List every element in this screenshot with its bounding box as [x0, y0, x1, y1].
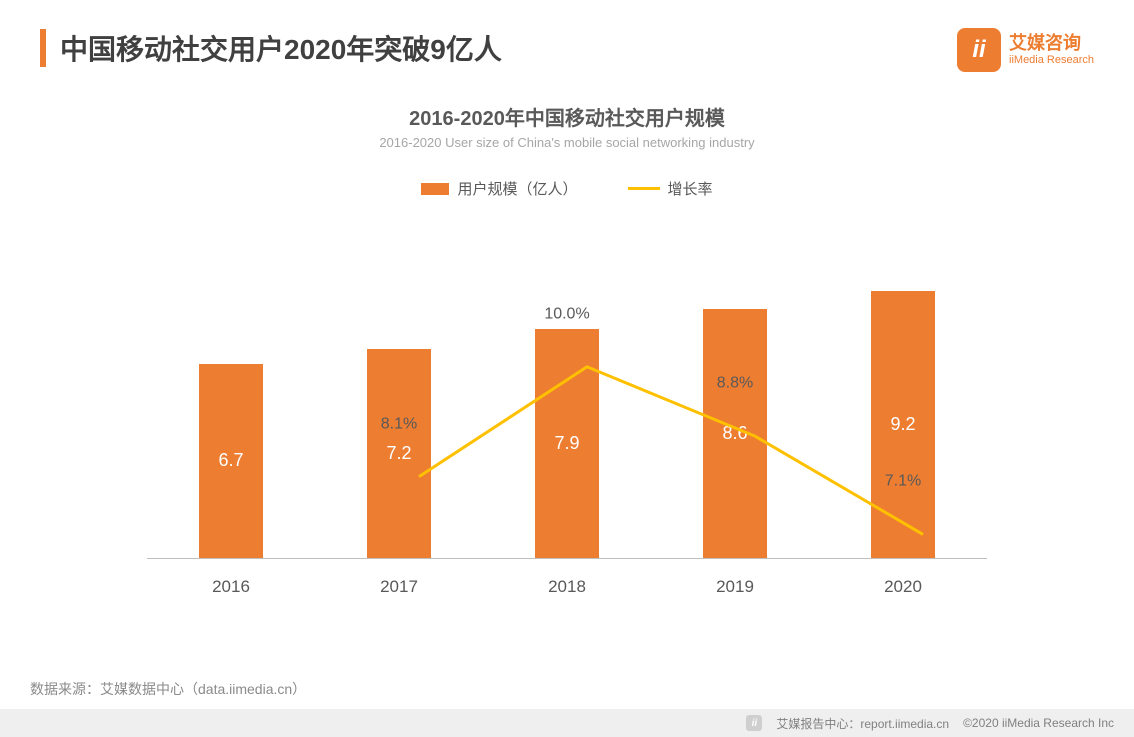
footer: 数据来源：艾媒数据中心（data.iimedia.cn） ii 艾媒报告中心：r… [0, 679, 1134, 737]
growth-label: 8.1% [381, 415, 417, 433]
bar-slot: 7.9 [532, 329, 602, 558]
chart-title-cn: 2016-2020年中国移动社交用户规模 [0, 102, 1134, 131]
x-label: 2019 [700, 577, 770, 597]
chart-title-en: 2016-2020 User size of China's mobile so… [0, 135, 1134, 150]
logo-name-cn: 艾媒咨询 [1009, 34, 1094, 54]
header: 中国移动社交用户2020年突破9亿人 ii 艾媒咨询 iiMedia Resea… [0, 0, 1134, 72]
growth-label: 8.8% [717, 375, 753, 393]
bar: 7.9 [535, 329, 599, 558]
footer-bar: ii 艾媒报告中心：report.iimedia.cn ©2020 iiMedi… [0, 709, 1134, 737]
x-axis-labels: 2016 2017 2018 2019 2020 [147, 577, 987, 597]
x-label: 2018 [532, 577, 602, 597]
legend-bar-label: 用户规模（亿人） [457, 178, 577, 199]
x-label: 2017 [364, 577, 434, 597]
bar: 8.6 [703, 309, 767, 558]
logo-text: 艾媒咨询 iiMedia Research [1009, 34, 1094, 66]
footer-copyright: ©2020 iiMedia Research Inc [963, 716, 1114, 730]
legend-bar: 用户规模（亿人） [421, 178, 577, 199]
legend: 用户规模（亿人） 增长率 [0, 178, 1134, 199]
logo-icon: ii [957, 28, 1001, 72]
chart-area: 6.77.27.98.69.2 8.1%10.0%8.8%7.1% 201620… [127, 229, 1007, 609]
growth-label: 7.1% [885, 473, 921, 491]
bar-slot: 9.2 [868, 291, 938, 558]
bar: 6.7 [199, 364, 263, 558]
brand-logo: ii 艾媒咨询 iiMedia Research [957, 28, 1094, 72]
line-swatch-icon [628, 187, 660, 190]
footer-logo-icon: ii [746, 715, 762, 731]
growth-label: 10.0% [544, 305, 589, 323]
logo-name-en: iiMedia Research [1009, 54, 1094, 66]
x-label: 2020 [868, 577, 938, 597]
bar-slot: 6.7 [196, 364, 266, 558]
chart-titles: 2016-2020年中国移动社交用户规模 2016-2020 User size… [0, 102, 1134, 150]
x-label: 2016 [196, 577, 266, 597]
legend-line-label: 增长率 [668, 178, 713, 199]
legend-line: 增长率 [628, 178, 713, 199]
footer-report-center: 艾媒报告中心：report.iimedia.cn [776, 715, 949, 732]
title-wrap: 中国移动社交用户2020年突破9亿人 [40, 28, 502, 68]
bar: 9.2 [871, 291, 935, 558]
bar-swatch-icon [421, 183, 449, 195]
data-source: 数据来源：艾媒数据中心（data.iimedia.cn） [0, 679, 1134, 709]
bar: 7.2 [367, 349, 431, 558]
plot: 6.7 7.2 7.9 8.6 9.2 8.1% 10.0% 8.8% 7.1% [147, 269, 987, 559]
bar-slot: 7.2 [364, 349, 434, 558]
accent-bar [40, 29, 46, 67]
page-title: 中国移动社交用户2020年突破9亿人 [60, 28, 502, 68]
bar-slot: 8.6 [700, 309, 770, 558]
